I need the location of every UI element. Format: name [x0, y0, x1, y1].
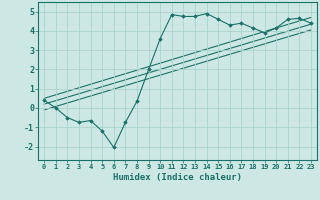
X-axis label: Humidex (Indice chaleur): Humidex (Indice chaleur): [113, 173, 242, 182]
